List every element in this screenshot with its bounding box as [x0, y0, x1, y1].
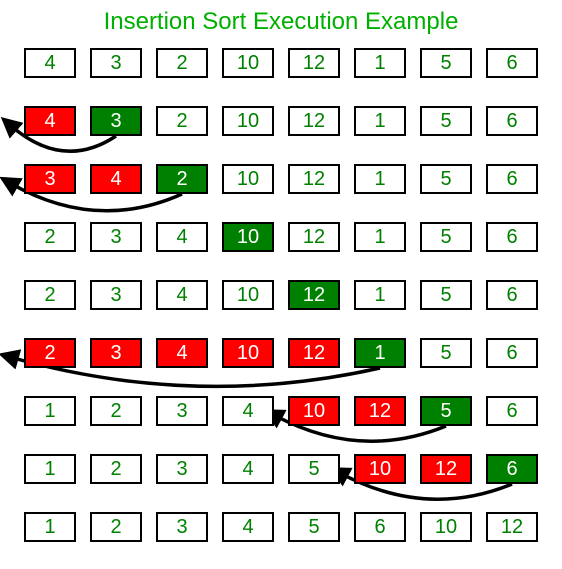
- array-cell: 10: [222, 222, 274, 252]
- array-cell: 1: [354, 280, 406, 310]
- array-cell: 1: [354, 164, 406, 194]
- array-cell: 3: [90, 48, 142, 78]
- arrows-layer: [0, 0, 562, 569]
- array-cell: 6: [486, 48, 538, 78]
- array-cell: 5: [420, 106, 472, 136]
- diagram-canvas: Insertion Sort Execution Example 4321012…: [0, 0, 562, 569]
- array-cell: 4: [156, 222, 208, 252]
- array-cell: 12: [354, 396, 406, 426]
- array-cell: 4: [222, 454, 274, 484]
- array-cell: 10: [288, 396, 340, 426]
- array-cell: 10: [222, 48, 274, 78]
- array-cell: 10: [420, 512, 472, 542]
- array-cell: 4: [222, 512, 274, 542]
- array-cell: 1: [354, 338, 406, 368]
- array-cell: 4: [90, 164, 142, 194]
- array-cell: 4: [24, 106, 76, 136]
- array-cell: 1: [354, 106, 406, 136]
- array-cell: 12: [420, 454, 472, 484]
- array-cell: 6: [486, 164, 538, 194]
- array-cell: 5: [288, 454, 340, 484]
- array-cell: 10: [222, 338, 274, 368]
- array-cell: 12: [486, 512, 538, 542]
- array-cell: 3: [156, 396, 208, 426]
- array-cell: 2: [24, 280, 76, 310]
- array-cell: 12: [288, 106, 340, 136]
- diagram-title: Insertion Sort Execution Example: [0, 8, 562, 36]
- array-cell: 5: [288, 512, 340, 542]
- array-cell: 1: [24, 396, 76, 426]
- array-cell: 6: [486, 454, 538, 484]
- array-cell: 10: [222, 280, 274, 310]
- array-cell: 10: [222, 164, 274, 194]
- array-cell: 2: [90, 396, 142, 426]
- array-cell: 1: [354, 48, 406, 78]
- array-cell: 6: [486, 338, 538, 368]
- array-cell: 4: [24, 48, 76, 78]
- array-cell: 12: [288, 48, 340, 78]
- array-cell: 1: [354, 222, 406, 252]
- array-cell: 3: [90, 222, 142, 252]
- array-cell: 2: [24, 338, 76, 368]
- array-cell: 4: [156, 338, 208, 368]
- array-cell: 10: [354, 454, 406, 484]
- array-cell: 5: [420, 222, 472, 252]
- array-cell: 4: [156, 280, 208, 310]
- array-cell: 10: [222, 106, 274, 136]
- array-cell: 3: [156, 454, 208, 484]
- array-cell: 3: [90, 338, 142, 368]
- array-cell: 5: [420, 280, 472, 310]
- array-cell: 4: [222, 396, 274, 426]
- array-cell: 5: [420, 338, 472, 368]
- array-cell: 2: [90, 454, 142, 484]
- array-cell: 6: [486, 396, 538, 426]
- array-cell: 6: [354, 512, 406, 542]
- array-cell: 12: [288, 164, 340, 194]
- array-cell: 12: [288, 222, 340, 252]
- array-cell: 3: [156, 512, 208, 542]
- array-cell: 5: [420, 48, 472, 78]
- array-cell: 6: [486, 280, 538, 310]
- array-cell: 2: [24, 222, 76, 252]
- array-cell: 6: [486, 106, 538, 136]
- array-cell: 3: [90, 280, 142, 310]
- array-cell: 1: [24, 454, 76, 484]
- array-cell: 1: [24, 512, 76, 542]
- array-cell: 3: [90, 106, 142, 136]
- array-cell: 5: [420, 164, 472, 194]
- array-cell: 2: [156, 106, 208, 136]
- array-cell: 6: [486, 222, 538, 252]
- array-cell: 2: [90, 512, 142, 542]
- array-cell: 12: [288, 338, 340, 368]
- array-cell: 3: [24, 164, 76, 194]
- array-cell: 12: [288, 280, 340, 310]
- array-cell: 5: [420, 396, 472, 426]
- array-cell: 2: [156, 48, 208, 78]
- array-cell: 2: [156, 164, 208, 194]
